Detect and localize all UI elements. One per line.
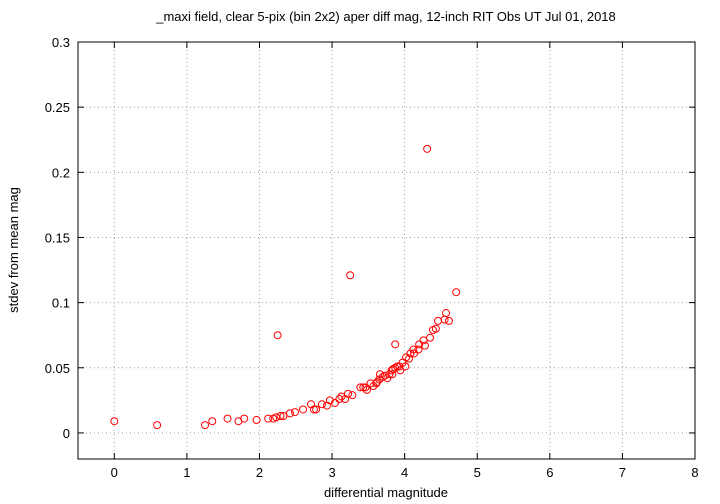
x-tick-label: 8 xyxy=(691,465,698,480)
data-point xyxy=(322,401,331,410)
data-point xyxy=(309,405,318,414)
data-point xyxy=(348,391,357,400)
data-point xyxy=(240,414,249,423)
data-point xyxy=(291,408,300,417)
data-point xyxy=(110,417,119,426)
x-tick-label: 2 xyxy=(256,465,263,480)
data-point xyxy=(317,400,326,409)
data-point xyxy=(375,370,384,379)
data-point xyxy=(440,315,449,324)
data-point xyxy=(330,398,339,407)
y-axis-label: stdev from mean mag xyxy=(6,187,21,313)
x-tick-label: 3 xyxy=(328,465,335,480)
x-tick-label: 7 xyxy=(619,465,626,480)
data-point xyxy=(401,362,410,371)
data-point xyxy=(452,288,461,297)
x-tick-label: 5 xyxy=(474,465,481,480)
data-point xyxy=(344,389,353,398)
data-point xyxy=(410,349,419,358)
data-point xyxy=(405,354,414,363)
data-point xyxy=(373,378,382,387)
data-point xyxy=(252,415,261,424)
data-point xyxy=(208,417,217,426)
data-point xyxy=(223,414,232,423)
data-point xyxy=(409,345,418,354)
data-point xyxy=(385,370,394,379)
y-tick-label: 0.05 xyxy=(45,361,70,376)
data-point xyxy=(362,385,371,394)
plot-frame xyxy=(77,41,696,460)
data-point xyxy=(264,414,273,423)
data-point xyxy=(426,333,435,342)
y-tick-label: 0.1 xyxy=(52,296,70,311)
data-point xyxy=(396,366,405,375)
data-point xyxy=(312,405,321,414)
y-tick-label: 0 xyxy=(63,426,70,441)
y-tick-label: 0.3 xyxy=(52,35,70,50)
x-axis-label: differential magnitude xyxy=(324,485,448,500)
data-point xyxy=(420,341,429,350)
data-point xyxy=(388,370,397,379)
data-point xyxy=(335,395,344,404)
data-point xyxy=(431,324,440,333)
x-tick-label: 6 xyxy=(546,465,553,480)
data-point xyxy=(383,374,392,383)
data-point xyxy=(285,409,294,418)
x-tick-label: 1 xyxy=(183,465,190,480)
y-tick-label: 0.2 xyxy=(52,165,70,180)
data-point xyxy=(442,309,451,318)
data-point xyxy=(276,411,285,420)
data-point xyxy=(444,316,453,325)
chart-title: _maxi field, clear 5-pix (bin 2x2) aper … xyxy=(155,9,616,24)
data-point xyxy=(414,345,423,354)
data-point xyxy=(201,421,210,430)
data-point xyxy=(299,405,308,414)
data-point xyxy=(273,331,282,340)
data-point xyxy=(415,340,424,349)
data-point xyxy=(391,363,400,372)
data-point xyxy=(434,316,443,325)
data-point xyxy=(346,271,355,280)
y-tick-label: 0.25 xyxy=(45,100,70,115)
y-tick-label: 0.15 xyxy=(45,230,70,245)
data-point xyxy=(325,396,334,405)
data-point xyxy=(423,144,432,153)
data-point xyxy=(391,340,400,349)
x-tick-label: 0 xyxy=(111,465,118,480)
x-tick-label: 4 xyxy=(401,465,408,480)
data-point xyxy=(153,421,162,430)
